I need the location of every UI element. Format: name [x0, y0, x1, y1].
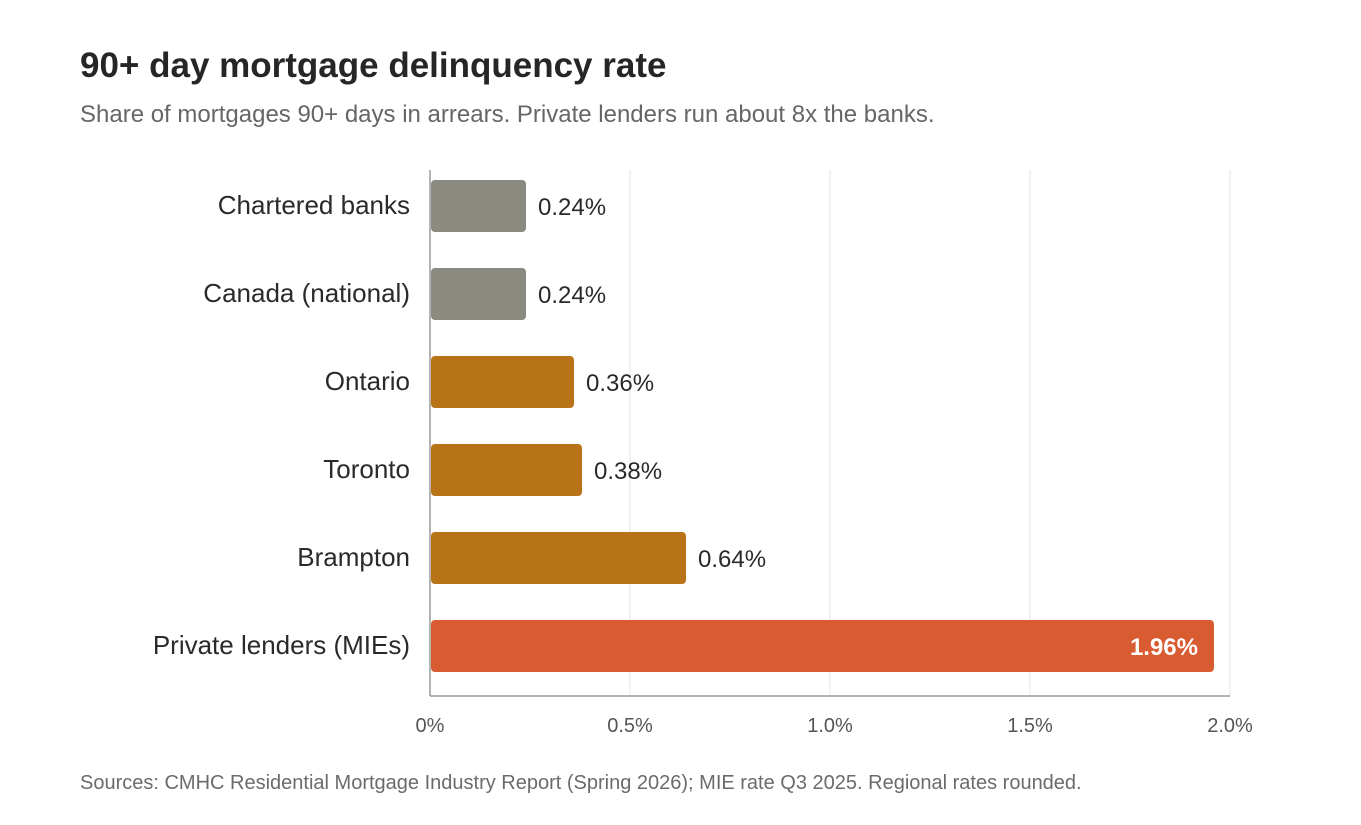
bar [431, 180, 526, 232]
category-label: Chartered banks [218, 190, 410, 220]
category-label: Canada (national) [203, 278, 410, 308]
x-tick-label: 0.5% [607, 715, 653, 737]
category-label: Private lenders (MIEs) [153, 630, 410, 660]
bar [431, 356, 574, 408]
x-tick-label: 1.0% [807, 715, 853, 737]
bar [431, 620, 1214, 672]
x-tick-label: 0% [416, 715, 445, 737]
value-label: 0.24% [538, 194, 606, 221]
category-label: Ontario [325, 366, 410, 396]
gridlines [630, 170, 1230, 696]
category-label: Toronto [323, 454, 410, 484]
value-label: 0.38% [594, 458, 662, 485]
category-label: Brampton [297, 542, 410, 572]
x-tick-label: 2.0% [1207, 715, 1253, 737]
value-label: 0.64% [698, 546, 766, 573]
bar [431, 532, 686, 584]
bar [431, 268, 526, 320]
x-tick-label: 1.5% [1007, 715, 1053, 737]
bars [431, 180, 1214, 672]
bar [431, 444, 582, 496]
value-label: 1.96% [1130, 634, 1198, 661]
value-label: 0.36% [586, 370, 654, 397]
value-label: 0.24% [538, 282, 606, 309]
chart-source-note: Sources: CMHC Residential Mortgage Indus… [80, 772, 1082, 795]
